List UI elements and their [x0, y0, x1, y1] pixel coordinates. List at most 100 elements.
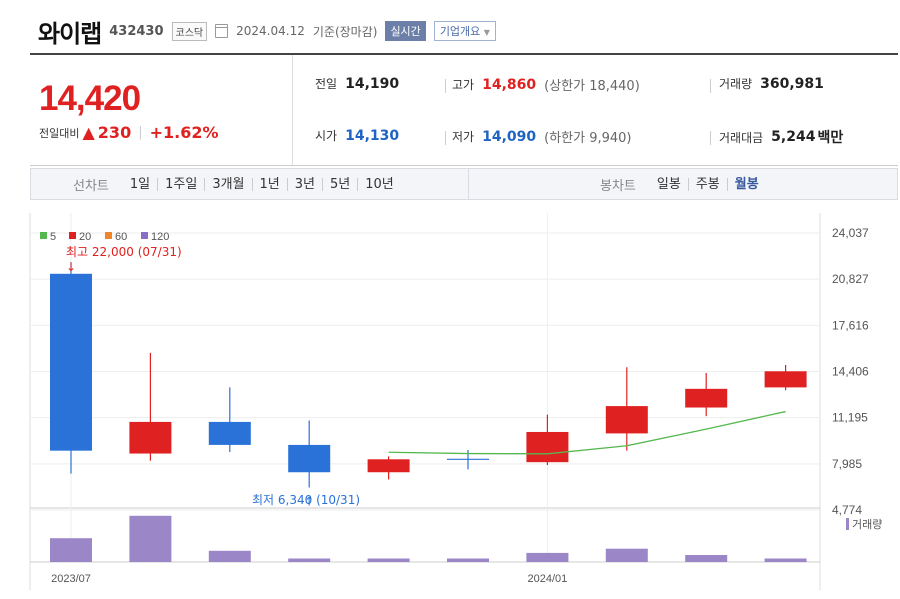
high-label: 고가 — [452, 78, 475, 92]
divider — [468, 169, 469, 199]
stock-code: 432430 — [109, 23, 164, 39]
stock-chart: 24,037 20,827 17,616 14,406 11,195 7,985 4,774… — [29, 213, 882, 590]
divider — [445, 79, 446, 93]
x-tick-label: 2023/07 — [51, 573, 91, 585]
candle-body — [685, 388, 728, 408]
prev-close: 전일 14,190 — [315, 75, 399, 92]
high-value: 14,860 — [482, 76, 537, 93]
legend-swatch — [40, 232, 47, 239]
y-tick-label: 7,985 — [832, 457, 862, 471]
legend-label: 60 — [115, 231, 127, 243]
company-overview-label: 기업개요 — [439, 25, 481, 38]
low-value: 14,090 — [482, 128, 537, 145]
line-chart-title: 선차트 — [73, 178, 109, 194]
volume: 거래량 360,981 — [719, 75, 824, 92]
candle-body — [129, 421, 172, 454]
change-label: 전일대비 — [39, 126, 80, 140]
y-tick-label: 11,195 — [832, 411, 868, 425]
line-chart-range-option[interactable]: 3년 — [286, 177, 322, 191]
volume-value: 360,981 — [760, 75, 824, 92]
volume-bar — [50, 538, 92, 562]
candle-period-option[interactable]: 주봉 — [687, 177, 727, 191]
candle-body — [288, 444, 331, 473]
candle-period-option[interactable]: 일봉 — [656, 176, 681, 192]
up-triangle-icon: ▲ — [82, 123, 95, 142]
y-tick-label: 4,774 — [832, 503, 862, 517]
min-price-annotation: 최저 6,340 (10/31) — [252, 493, 360, 507]
line-chart-range-option[interactable]: 3개월 — [204, 177, 251, 191]
volume-bar — [367, 558, 410, 562]
divider — [710, 79, 711, 93]
quote-date: 2024.04.12 — [236, 24, 305, 38]
candle-body — [50, 273, 92, 451]
open-value: 14,130 — [345, 127, 400, 144]
change-amount: 230 — [97, 123, 132, 142]
line-chart-range-option[interactable]: 1년 — [251, 177, 287, 191]
calendar-icon — [215, 24, 229, 38]
ma5-line — [388, 410, 786, 455]
divider: | — [138, 125, 143, 140]
max-price-annotation: 최고 22,000 (07/31) — [66, 245, 182, 259]
divider — [710, 131, 711, 145]
candle-body — [208, 421, 251, 445]
legend-label: 20 — [79, 231, 91, 243]
lower-limit: (하한가 9,940) — [544, 131, 632, 146]
price-box: 14,420 전일대비 ▲ 230 | +1.62% — [30, 55, 293, 165]
price-change: 전일대비 ▲ 230 | +1.62% — [39, 123, 219, 142]
candle-chart-title: 봉차트 — [600, 178, 636, 194]
amount-unit: 백만 — [817, 130, 844, 146]
low-label: 저가 — [452, 130, 475, 144]
down-arrow-icon: ↓ — [66, 260, 76, 274]
legend-swatch — [105, 232, 112, 239]
line-chart-options: 선차트 1일 1주일 3개월 1년 3년 5년 10년 — [73, 169, 401, 199]
open-label: 시가 — [315, 129, 338, 143]
candle-body — [764, 371, 807, 388]
open-price: 시가 14,130 — [315, 127, 399, 144]
realtime-button[interactable]: 실시간 — [385, 21, 426, 41]
legend-label: 5 — [50, 231, 56, 243]
chevron-down-icon: ▼ — [483, 28, 490, 37]
stock-name: 와이랩 — [38, 19, 102, 48]
volume-bar — [526, 552, 569, 562]
candle-period-option[interactable]: 월봉 — [726, 177, 766, 191]
volume-label: 거래량 — [719, 77, 753, 91]
volume-bar — [685, 555, 728, 562]
volume-bar — [764, 558, 807, 562]
chart-toolbar: 선차트 1일 1주일 3개월 1년 3년 5년 10년 봉차트 일봉 주봉 월봉 — [30, 168, 898, 200]
up-arrow-icon: ↑ — [304, 494, 314, 508]
y-tick-label: 24,037 — [832, 226, 869, 240]
prev-close-value: 14,190 — [345, 75, 400, 92]
volume-bar — [288, 558, 331, 562]
candle-body — [367, 459, 410, 473]
legend-swatch — [141, 232, 148, 239]
stock-header: 와이랩 432430 코스닥 2024.04.12 기준(장마감) 실시간 기업… — [38, 14, 496, 48]
line-chart-range-option[interactable]: 5년 — [322, 177, 357, 191]
legend-label: 120 — [151, 231, 169, 243]
line-chart-range-option[interactable]: 1주일 — [157, 177, 204, 191]
candle-body — [605, 406, 648, 434]
change-percent: +1.62% — [149, 123, 219, 142]
volume-bar — [129, 515, 172, 562]
volume-bar — [447, 558, 489, 562]
quote-panel: 14,420 전일대비 ▲ 230 | +1.62% 전일 14,190 고가 … — [30, 53, 898, 166]
x-tick-label: 2024/01 — [528, 573, 568, 585]
high-price: 고가 14,860 (상한가 18,440) — [452, 75, 640, 95]
company-overview-dropdown[interactable]: 기업개요 ▼ — [433, 21, 496, 41]
amount-value: 5,244 — [771, 129, 816, 145]
candle-body — [526, 431, 569, 463]
candle-chart-options: 봉차트 일봉 주봉 월봉 — [600, 169, 766, 199]
y-tick-label: 20,827 — [832, 272, 869, 286]
volume-bar — [605, 548, 648, 562]
market-badge: 코스닥 — [171, 21, 208, 41]
line-chart-range-option[interactable]: 10년 — [357, 177, 401, 191]
y-tick-label: 14,406 — [832, 364, 869, 378]
low-price: 저가 14,090 (하한가 9,940) — [452, 127, 632, 147]
quote-basis: 기준(장마감) — [312, 24, 378, 39]
upper-limit: (상한가 18,440) — [544, 79, 640, 94]
divider — [445, 131, 446, 145]
volume-label: 거래량 — [852, 518, 882, 531]
current-price: 14,420 — [39, 79, 141, 118]
y-tick-label: 17,616 — [832, 318, 869, 332]
line-chart-range-option[interactable]: 1일 — [129, 176, 151, 192]
amount-label: 거래대금 — [719, 130, 764, 145]
